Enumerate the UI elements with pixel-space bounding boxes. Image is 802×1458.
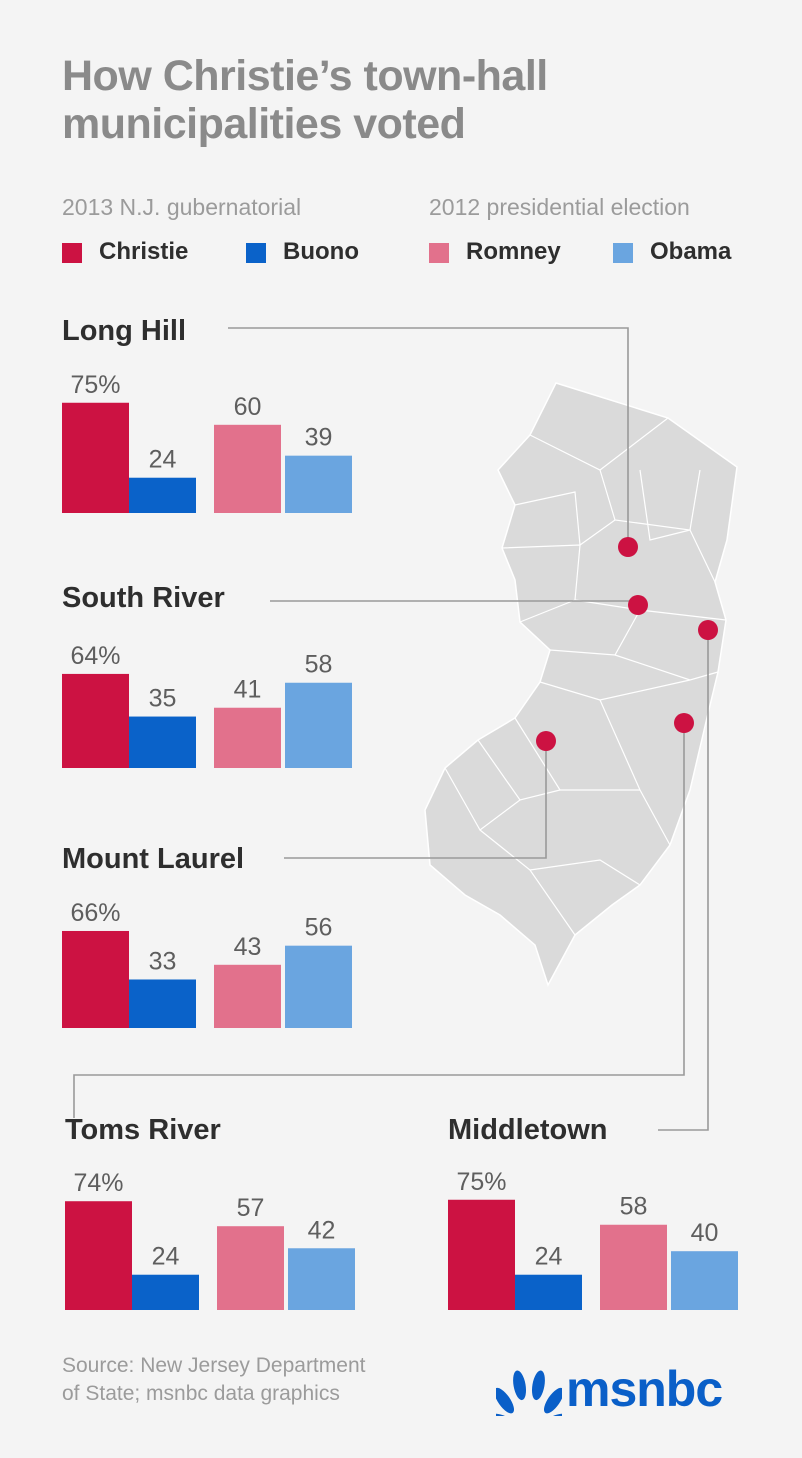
bar-south-river-obama (285, 682, 352, 768)
leader-line-mount-laurel (284, 741, 547, 859)
data-label-toms-river-christie: 74% (73, 1169, 123, 1197)
county-line-14 (529, 859, 641, 886)
legend-swatch-obama (613, 243, 633, 263)
chart-title-toms-river: Toms River (65, 1114, 221, 1146)
bar-toms-river-buono (132, 1274, 199, 1310)
data-label-toms-river-romney: 57 (237, 1194, 265, 1222)
bar-south-river-christie (62, 673, 129, 768)
leader-line-middletown (658, 630, 709, 1131)
data-label-toms-river-obama: 42 (308, 1216, 336, 1244)
legend-label-romney: Romney (466, 238, 561, 265)
bar-middletown-romney (600, 1224, 667, 1310)
chart-title-mount-laurel: Mount Laurel (62, 843, 244, 875)
data-label-south-river-obama: 58 (305, 651, 333, 679)
bar-mount-laurel-obama (285, 945, 352, 1028)
new-jersey-map-icon (424, 382, 738, 987)
bar-south-river-buono (129, 716, 196, 768)
data-label-south-river-christie: 64% (70, 642, 120, 670)
bar-middletown-obama (671, 1251, 738, 1310)
leader-line-long-hill (228, 327, 629, 547)
legend-group-2012: 2012 presidential election (429, 194, 690, 220)
bar-toms-river-romney (217, 1226, 284, 1310)
bar-middletown-christie (448, 1199, 515, 1310)
chart-title-middletown: Middletown (448, 1114, 607, 1146)
data-label-middletown-buono: 24 (535, 1243, 563, 1271)
bar-mount-laurel-christie (62, 930, 129, 1028)
legend-swatch-romney (429, 243, 449, 263)
page-title: How Christie’s town-hall municipalities … (62, 52, 548, 148)
legend-swatch-buono (246, 243, 266, 263)
bar-south-river-romney (214, 707, 281, 768)
nj-state-shape (424, 382, 738, 987)
source-line-1: Source: New Jersey Department (62, 1354, 366, 1377)
bar-middletown-buono (515, 1274, 582, 1310)
marker-south-river (628, 595, 648, 615)
data-label-long-hill-romney: 60 (234, 393, 262, 421)
bar-long-hill-obama (285, 455, 352, 513)
legend-label-buono: Buono (283, 238, 359, 265)
legend-label-obama: Obama (650, 238, 732, 265)
chart-title-long-hill: Long Hill (62, 315, 186, 347)
data-label-middletown-obama: 40 (691, 1219, 719, 1247)
bar-toms-river-christie (65, 1201, 132, 1310)
legend-group-2013: 2013 N.J. gubernatorial (62, 194, 302, 220)
marker-middletown (698, 620, 718, 640)
data-label-long-hill-obama: 39 (305, 424, 333, 452)
chart-title-south-river: South River (62, 582, 225, 614)
data-label-long-hill-buono: 24 (149, 446, 177, 474)
county-line-15 (639, 469, 691, 541)
bar-charts: Long Hill 75% 24 60 39 South River 64% 35 41 58 Mo… (62, 315, 738, 1310)
logo-text: msnbc (566, 1361, 723, 1417)
county-line-3 (514, 491, 616, 547)
source-note: Source: New Jersey Department of State; … (62, 1352, 462, 1408)
leader-line-toms-river (73, 723, 685, 1118)
data-label-mount-laurel-christie: 66% (70, 899, 120, 927)
data-label-mount-laurel-obama: 56 (305, 914, 333, 942)
data-label-mount-laurel-buono: 33 (149, 947, 177, 975)
data-label-toms-river-buono: 24 (152, 1243, 180, 1271)
legend-swatch-christie (62, 243, 82, 263)
nbc-peacock-icon (496, 1370, 562, 1416)
bar-long-hill-romney (214, 424, 281, 513)
county-line-2 (599, 469, 716, 583)
data-label-mount-laurel-romney: 43 (234, 933, 262, 961)
source-line-2: of State; msnbc data graphics (62, 1382, 340, 1405)
legend-label-christie: Christie (99, 238, 189, 265)
data-label-south-river-romney: 41 (234, 676, 262, 704)
bar-toms-river-obama (288, 1248, 355, 1310)
data-label-middletown-christie: 75% (456, 1168, 506, 1196)
bar-mount-laurel-buono (129, 979, 196, 1028)
data-label-middletown-romney: 58 (620, 1193, 648, 1221)
marker-long-hill (618, 537, 638, 557)
msnbc-logo: msnbc (496, 1360, 746, 1420)
county-line-4 (501, 544, 581, 623)
bar-long-hill-christie (62, 402, 129, 513)
data-label-south-river-buono: 35 (149, 685, 177, 713)
county-line-16 (689, 469, 701, 531)
bar-long-hill-buono (129, 477, 196, 513)
marker-toms-river (674, 713, 694, 733)
data-label-long-hill-christie: 75% (70, 371, 120, 399)
marker-mount-laurel (536, 731, 556, 751)
bar-mount-laurel-romney (214, 964, 281, 1028)
